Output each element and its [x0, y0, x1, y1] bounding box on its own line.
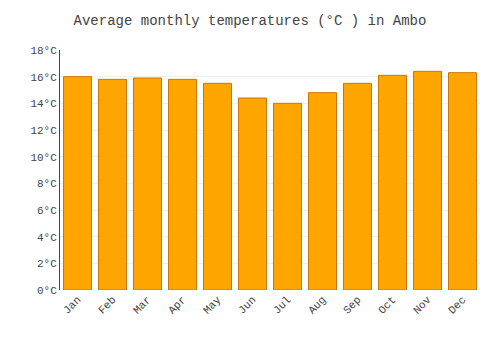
svg-text:Average monthly temperatures (: Average monthly temperatures (°C ) in Am…	[74, 13, 427, 29]
svg-text:Jan: Jan	[61, 294, 83, 316]
svg-text:Nov: Nov	[411, 294, 434, 317]
svg-text:8°C: 8°C	[37, 178, 57, 190]
svg-text:0°C: 0°C	[37, 285, 57, 297]
svg-text:Sep: Sep	[341, 294, 363, 316]
svg-text:16°C: 16°C	[30, 72, 57, 84]
svg-text:14°C: 14°C	[30, 98, 57, 110]
svg-text:Oct: Oct	[376, 294, 398, 316]
svg-text:Feb: Feb	[96, 294, 118, 316]
svg-text:Jul: Jul	[271, 294, 293, 316]
svg-text:Aug: Aug	[306, 294, 328, 316]
svg-text:2°C: 2°C	[37, 258, 57, 270]
svg-text:10°C: 10°C	[30, 152, 57, 164]
svg-text:Dec: Dec	[446, 294, 468, 316]
svg-text:May: May	[201, 294, 224, 317]
svg-text:Apr: Apr	[166, 294, 188, 316]
svg-text:6°C: 6°C	[37, 205, 57, 217]
svg-text:12°C: 12°C	[30, 125, 57, 137]
svg-text:Mar: Mar	[131, 294, 153, 316]
svg-text:18°C: 18°C	[30, 45, 57, 57]
svg-text:4°C: 4°C	[37, 232, 57, 244]
svg-text:Jun: Jun	[236, 294, 258, 316]
